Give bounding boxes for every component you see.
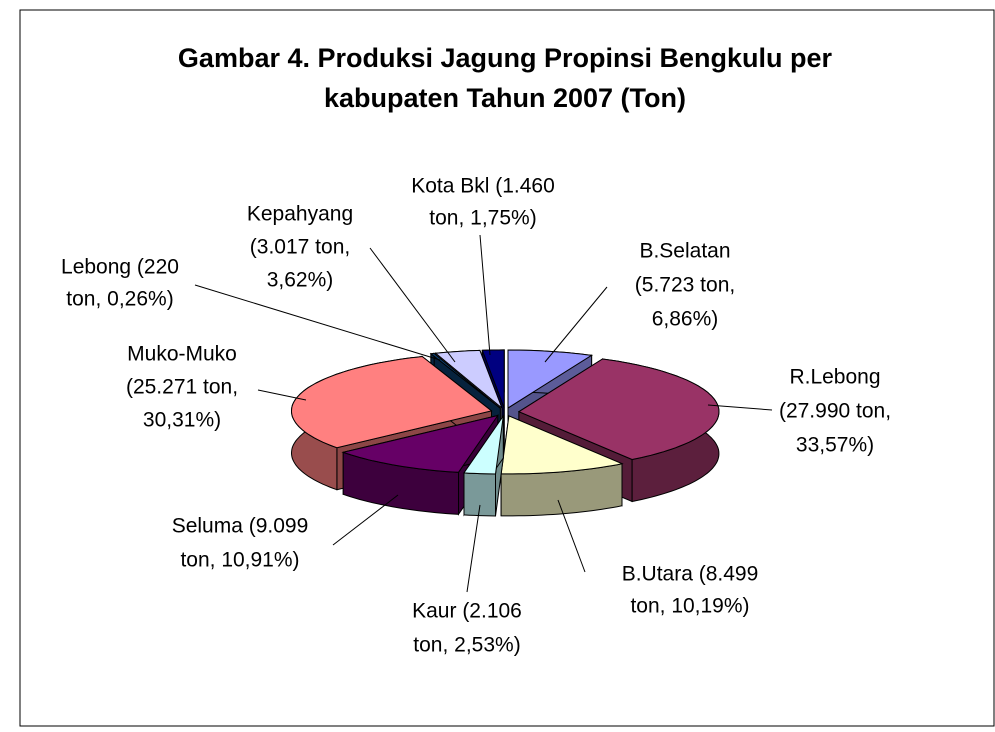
leader-line — [466, 504, 481, 593]
leader-line — [707, 404, 773, 411]
pie-slice — [341, 414, 499, 473]
data-label: (27.990 ton, — [779, 400, 891, 423]
data-label: Kota Bkl (1.460 — [411, 175, 555, 198]
pie-slice — [434, 349, 504, 410]
data-label: (3.017 ton, — [250, 236, 350, 259]
leader-line — [332, 494, 399, 546]
chart-border — [19, 9, 995, 727]
chart-title: kabupaten Tahun 2007 (Ton) — [324, 83, 686, 113]
data-label: Muko-Muko — [127, 343, 237, 366]
pie — [290, 349, 720, 517]
data-label: 33,57%) — [796, 434, 874, 457]
pie-slice — [500, 415, 624, 475]
data-label: ton, 0,26%) — [66, 288, 173, 311]
data-label: ton, 2,53%) — [413, 634, 520, 657]
data-label: (25.271 ton, — [126, 376, 238, 399]
pie-slice — [290, 355, 493, 449]
data-label: Seluma (9.099 — [172, 515, 309, 538]
data-label: 3,62%) — [267, 269, 334, 292]
data-label: B.Selatan — [639, 240, 730, 263]
pie-slice — [429, 352, 501, 409]
data-label: (5.723 ton, — [635, 274, 735, 297]
data-label: Kaur (2.106 — [412, 600, 522, 623]
leader-line — [544, 286, 608, 363]
data-label: R.Lebong — [789, 366, 880, 389]
pie-slice — [463, 415, 504, 475]
chart-title: Gambar 4. Produksi Jagung Propinsi Bengk… — [178, 43, 833, 73]
data-label: ton, 10,91%) — [180, 549, 299, 572]
data-label: ton, 1,75%) — [429, 207, 536, 230]
data-label: 6,86%) — [652, 308, 719, 331]
leader-line — [257, 389, 307, 401]
leader-line — [479, 234, 491, 356]
data-label: 30,31%) — [143, 409, 221, 432]
pie-slice — [517, 358, 720, 461]
data-label: ton, 10,19%) — [630, 595, 749, 618]
data-label: Lebong (220 — [61, 256, 179, 279]
pie-slice — [507, 349, 594, 409]
pie-slice — [481, 349, 505, 409]
data-label: Kepahyang — [247, 203, 353, 226]
leader-line — [369, 247, 456, 363]
leader-line — [557, 499, 586, 573]
data-label: B.Utara (8.499 — [622, 563, 759, 586]
leader-line — [194, 284, 441, 361]
